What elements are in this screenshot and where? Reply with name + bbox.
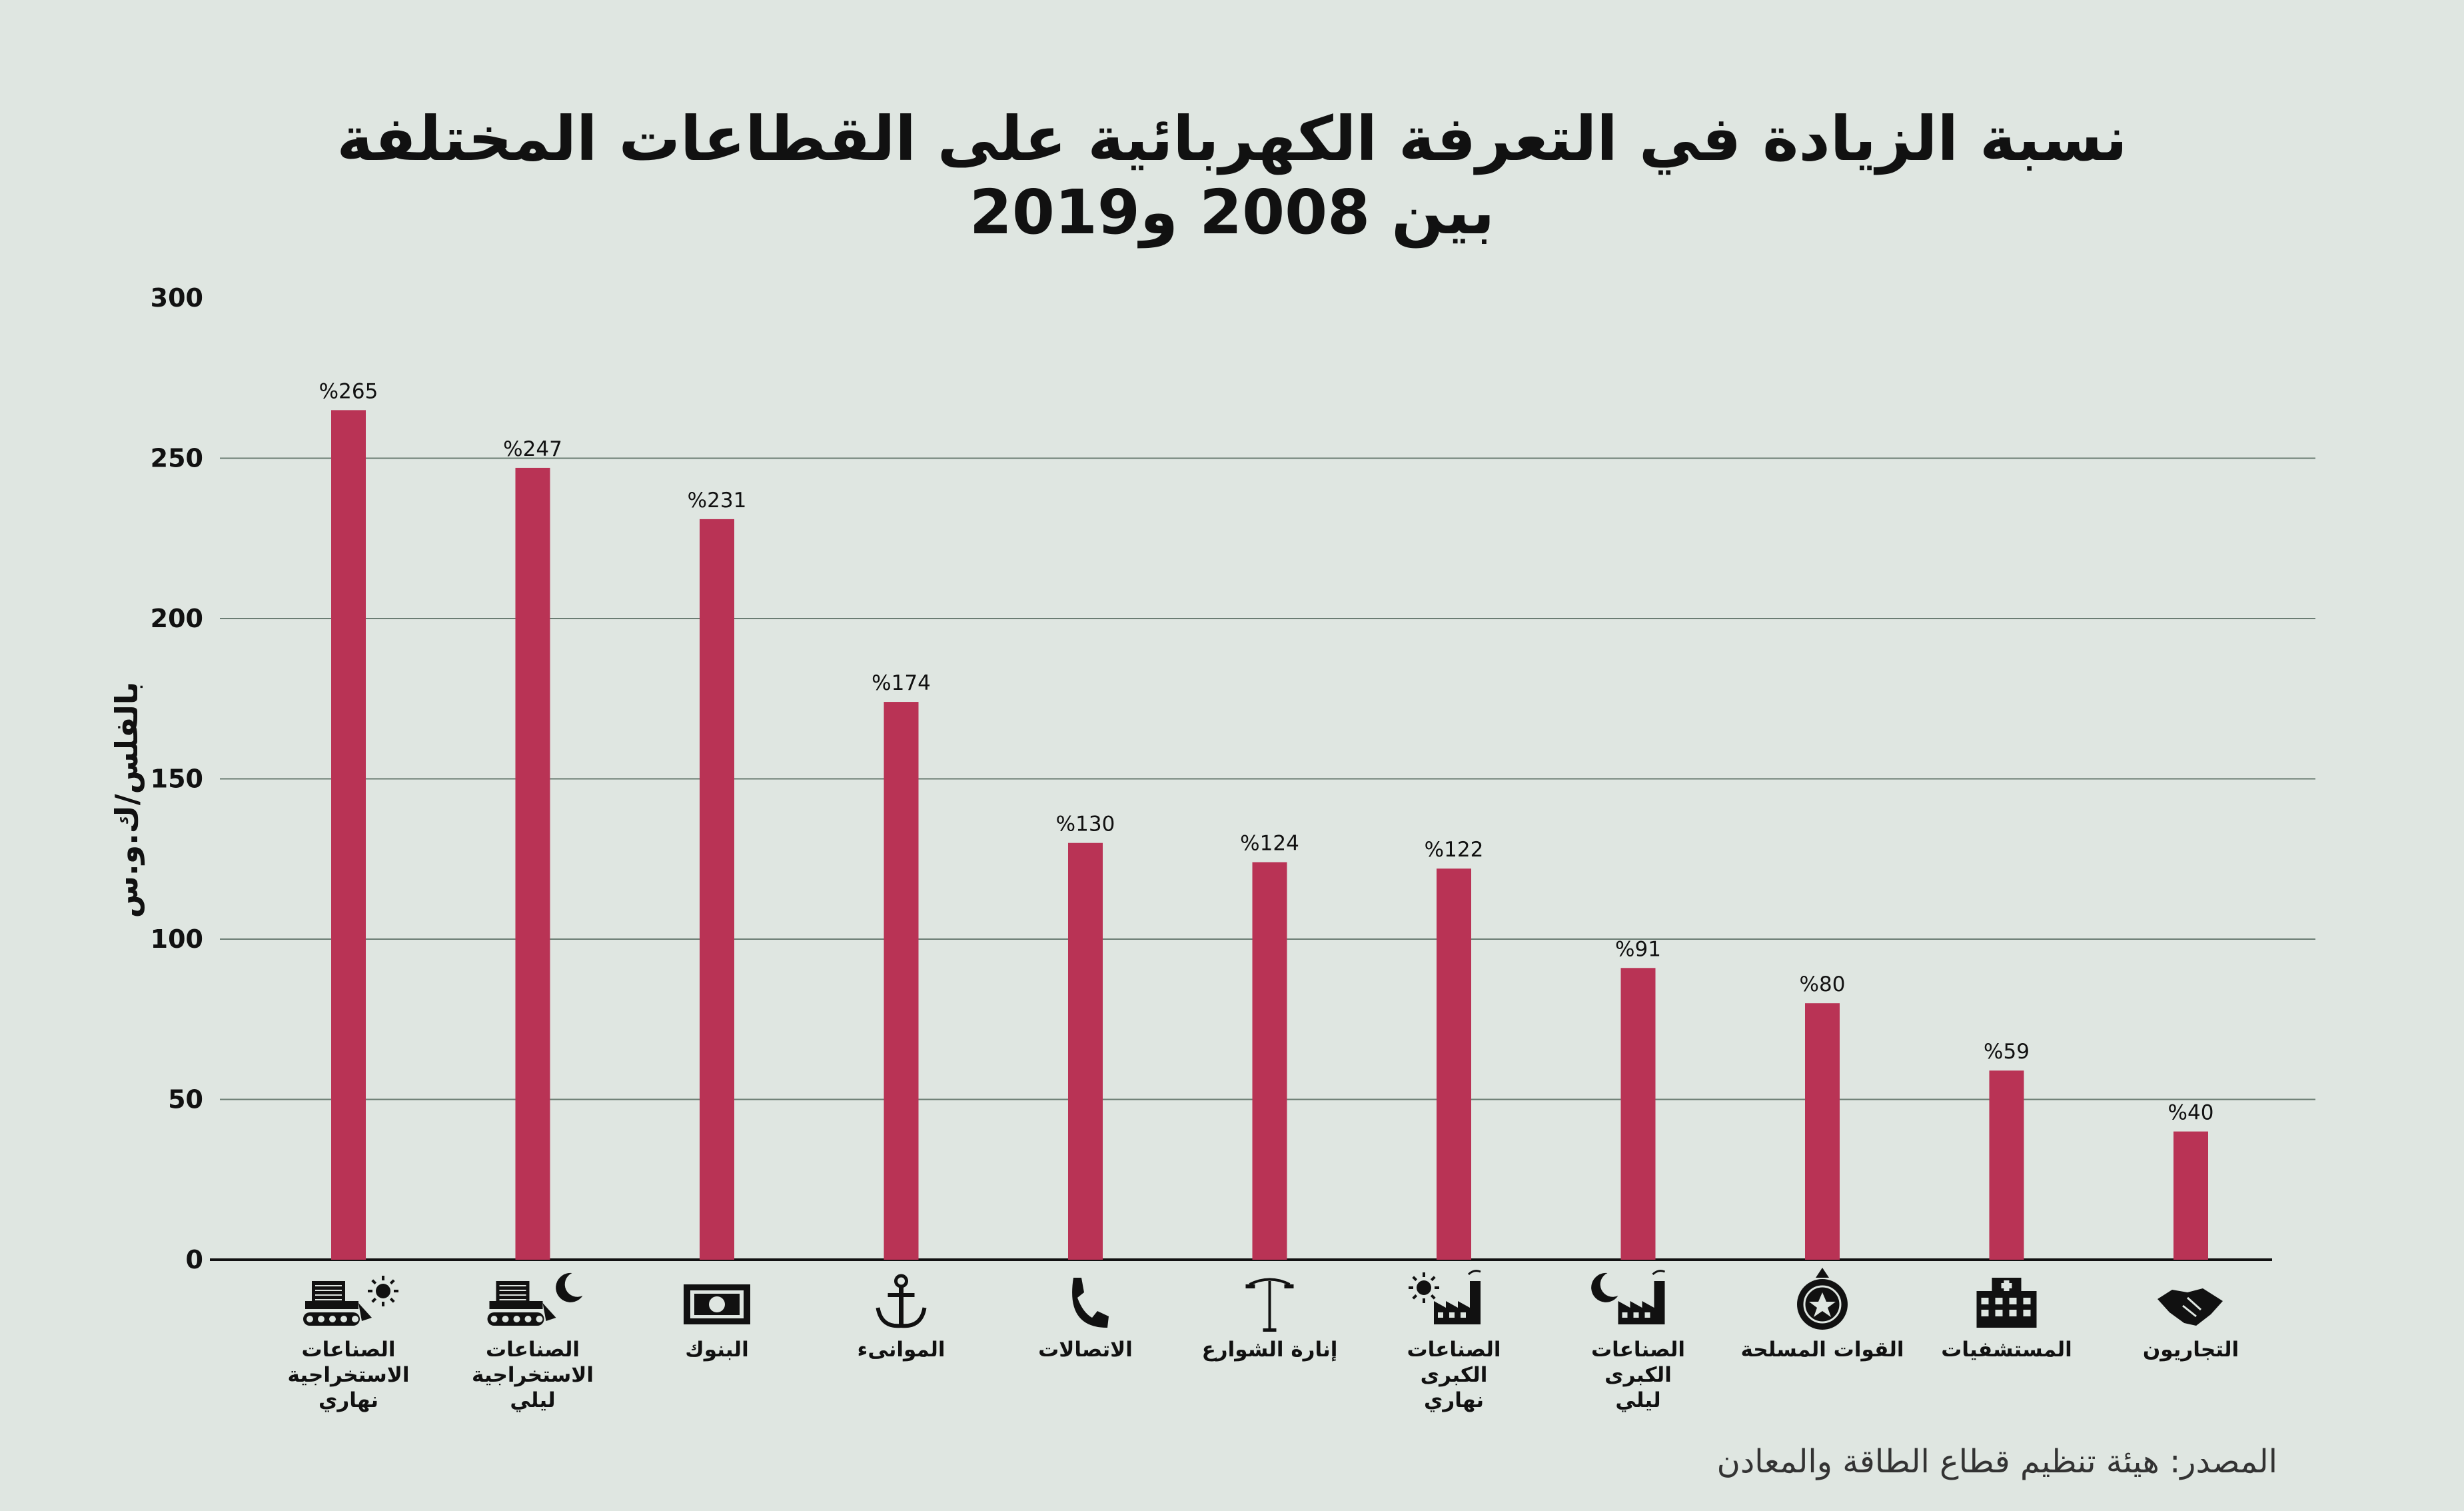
data-label: %91 — [1615, 937, 1661, 961]
factory-moon-icon — [1591, 1270, 1666, 1324]
source-note: المصدر: هيئة تنظيم قطاع الطاقة والمعادن — [1716, 1443, 2277, 1480]
bar — [515, 467, 550, 1260]
bar — [1620, 968, 1656, 1260]
factory-sun-icon — [1409, 1270, 1481, 1324]
mining-truck-sun-icon — [303, 1276, 398, 1326]
data-label: %265 — [319, 379, 378, 403]
data-label: %122 — [1425, 838, 1484, 862]
category-label: الصناعات — [486, 1338, 580, 1362]
bar — [1068, 842, 1103, 1260]
category-label: إنارة الشوارع — [1202, 1338, 1338, 1362]
y-tick-label: 50 — [168, 1085, 203, 1114]
y-tick-label: 200 — [151, 604, 203, 633]
y-tick-label: 0 — [186, 1245, 203, 1274]
bar — [700, 519, 734, 1260]
data-label: %231 — [688, 489, 747, 513]
category-label: البنوك — [685, 1338, 748, 1362]
y-tick-label: 300 — [151, 283, 203, 313]
phone-icon — [1072, 1278, 1109, 1328]
category-label: القوات المسلحة — [1741, 1338, 1904, 1362]
category-label: الكبرى — [1604, 1363, 1672, 1387]
banknote-icon — [684, 1284, 750, 1324]
army-emblem-icon — [1797, 1268, 1848, 1330]
category-label: الاستخراجية — [288, 1363, 410, 1387]
bar — [2173, 1131, 2208, 1260]
category-label: نهاري — [1424, 1388, 1484, 1412]
mining-truck-moon-icon — [487, 1272, 583, 1326]
category-label: الاستخراجية — [472, 1363, 594, 1387]
y-axis-label: بالفلس/ك.و.س — [109, 681, 145, 918]
chart-title-line-1: نسبة الزيادة في التعرفة الكهربائية على ا… — [336, 103, 2128, 175]
hospital-icon — [1976, 1278, 2037, 1328]
category-label: ليلي — [1615, 1388, 1660, 1412]
bar — [331, 410, 366, 1260]
data-label: %130 — [1056, 812, 1115, 836]
data-label: %59 — [1984, 1040, 2030, 1064]
bar — [1805, 1003, 1840, 1260]
data-label: %247 — [503, 437, 562, 461]
bar — [1989, 1070, 2024, 1260]
data-label: %124 — [1240, 832, 1299, 856]
bar — [1252, 862, 1287, 1260]
y-tick-label: 250 — [151, 444, 203, 473]
street-lamp-icon — [1245, 1278, 1294, 1332]
category-label: ليلي — [510, 1388, 555, 1412]
category-label: الكبرى — [1421, 1363, 1488, 1387]
category-label: الصناعات — [1407, 1338, 1501, 1362]
category-label: الصناعات — [301, 1338, 395, 1362]
bar — [884, 702, 919, 1260]
data-label: %174 — [872, 671, 931, 695]
category-label: الاتصالات — [1038, 1338, 1133, 1362]
category-label: نهاري — [318, 1388, 378, 1412]
data-label: %40 — [2168, 1101, 2214, 1125]
chart-title-line-2: بين 2008 و2019 — [969, 177, 1495, 248]
category-label: التجاريون — [2143, 1338, 2239, 1362]
category-label: الصناعات — [1591, 1338, 1685, 1362]
bar — [1437, 868, 1471, 1260]
y-tick-label: 150 — [151, 764, 203, 794]
y-tick-label: 100 — [151, 924, 203, 954]
data-label: %80 — [1800, 972, 1846, 996]
anchor-icon — [876, 1274, 927, 1328]
category-label: الموانىء — [858, 1338, 945, 1362]
handshake-icon — [2157, 1288, 2223, 1326]
category-label: المستشفيات — [1941, 1338, 2072, 1362]
